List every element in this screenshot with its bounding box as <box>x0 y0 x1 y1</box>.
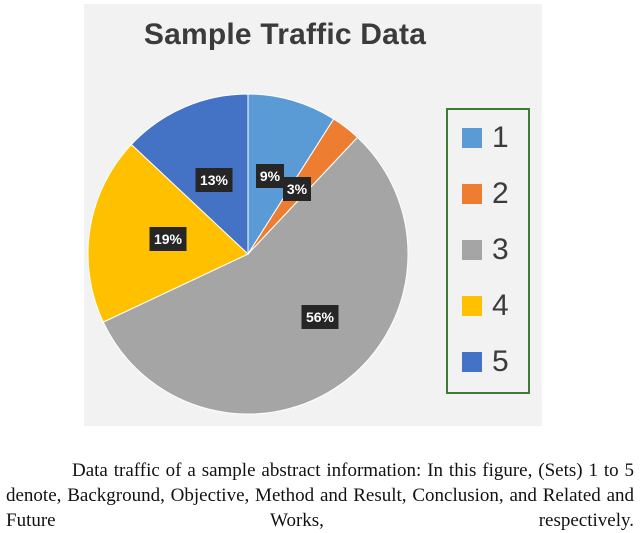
chart-legend: 1 2 3 4 5 <box>446 108 530 394</box>
data-label-2: 3% <box>283 177 311 201</box>
pie-slice-1 <box>247 93 335 256</box>
legend-label: 3 <box>492 233 509 266</box>
legend-swatch <box>462 352 482 372</box>
data-label-text: 9% <box>260 168 281 184</box>
data-label-box <box>283 177 311 201</box>
data-label-box <box>301 305 339 329</box>
legend-label: 5 <box>492 345 509 378</box>
legend-swatch <box>462 128 482 148</box>
pie-slice-5 <box>130 93 249 256</box>
legend-swatch <box>462 240 482 260</box>
data-label-box <box>256 164 284 188</box>
data-label-text: 13% <box>200 172 229 188</box>
data-label-text: 19% <box>154 231 183 247</box>
legend-item-1: 1 <box>462 120 509 156</box>
legend-item-2: 2 <box>462 176 509 212</box>
legend-swatch <box>462 184 482 204</box>
legend-label: 2 <box>492 177 509 210</box>
data-label-1: 9% <box>256 164 284 188</box>
data-label-text: 56% <box>306 309 335 325</box>
pie-slice-3 <box>102 136 409 415</box>
legend-label: 1 <box>492 121 509 154</box>
chart-panel: Sample Traffic Data 9% 3% 56% 19% 13% 1 2 3 4 5 <box>84 4 542 426</box>
legend-swatch <box>462 296 482 316</box>
pie-chart: 9% 3% 56% 19% 13% <box>87 93 409 415</box>
legend-item-3: 3 <box>462 232 509 268</box>
legend-item-5: 5 <box>462 344 509 380</box>
data-label-box <box>195 168 233 192</box>
legend-item-4: 4 <box>462 288 509 324</box>
data-label-text: 3% <box>287 181 308 197</box>
chart-title: Sample Traffic Data <box>143 18 427 51</box>
data-label-box <box>149 227 187 251</box>
data-label-5: 13% <box>195 168 233 192</box>
legend-label: 4 <box>492 289 509 322</box>
data-label-4: 19% <box>149 227 187 251</box>
data-label-3: 56% <box>301 305 339 329</box>
